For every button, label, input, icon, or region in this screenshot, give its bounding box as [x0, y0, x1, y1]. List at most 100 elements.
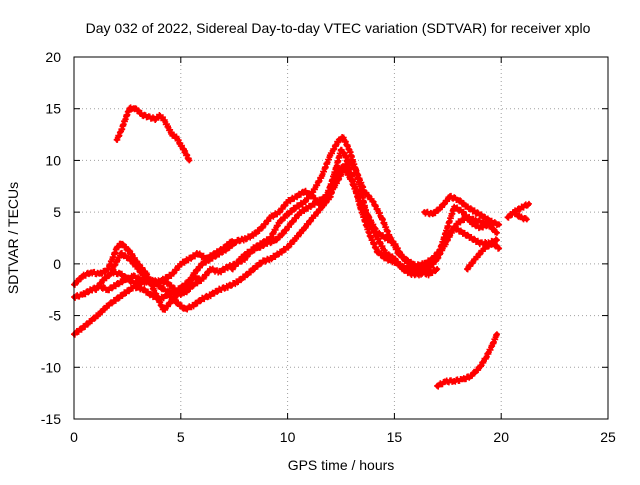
data-point	[276, 209, 282, 215]
data-point	[460, 230, 465, 235]
data-point	[182, 290, 188, 295]
data-point	[242, 236, 248, 242]
data-point	[434, 266, 440, 272]
data-point	[80, 274, 85, 279]
data-point	[101, 277, 107, 282]
data-point	[268, 256, 273, 261]
data-point	[127, 278, 132, 283]
data-point	[161, 116, 166, 122]
data-point	[118, 241, 124, 246]
data-point	[477, 225, 482, 230]
data-point	[413, 263, 418, 269]
data-point	[422, 261, 427, 267]
data-point	[439, 204, 444, 210]
data-point	[276, 251, 282, 256]
data-point	[464, 204, 470, 210]
data-point	[473, 209, 478, 215]
data-point	[123, 290, 128, 295]
data-point	[447, 194, 453, 199]
data-point	[93, 287, 98, 292]
data-point	[477, 365, 482, 370]
data-point	[490, 241, 495, 246]
x-tick-label: 10	[280, 429, 296, 445]
data-point	[110, 266, 115, 272]
data-point	[340, 135, 346, 140]
data-point	[285, 245, 290, 250]
data-point	[336, 137, 342, 142]
data-point	[289, 220, 295, 225]
data-point	[191, 282, 196, 287]
data-point	[195, 251, 201, 256]
x-tick-label: 20	[493, 429, 509, 445]
data-point	[127, 256, 132, 261]
data-point	[490, 342, 495, 347]
data-point	[165, 281, 171, 286]
data-point	[285, 212, 290, 217]
data-point	[496, 246, 502, 251]
data-point	[191, 272, 196, 277]
data-point	[264, 241, 269, 246]
data-point	[146, 114, 151, 120]
data-point	[170, 297, 175, 303]
data-point	[496, 222, 502, 227]
data-point	[302, 225, 307, 230]
data-point	[315, 199, 320, 204]
grid-lines	[74, 57, 608, 419]
data-point	[135, 266, 141, 272]
data-point	[370, 199, 376, 204]
data-point	[285, 199, 290, 204]
data-point	[417, 272, 423, 277]
data-point	[268, 215, 273, 220]
data-point	[88, 287, 94, 292]
data-point	[520, 204, 525, 210]
data-point	[161, 287, 166, 292]
data-point	[178, 142, 183, 148]
data-point	[392, 256, 397, 261]
data-point	[426, 266, 431, 272]
data-point	[182, 150, 188, 155]
data-point	[464, 266, 470, 272]
data-point	[208, 266, 213, 272]
data-point	[375, 235, 380, 241]
data-point	[259, 225, 265, 230]
data-point	[127, 106, 132, 111]
x-tick-label: 15	[387, 429, 403, 445]
data-point	[447, 230, 453, 235]
data-point	[334, 163, 339, 168]
data-point	[131, 105, 136, 110]
series-arc-7	[109, 238, 236, 289]
data-point	[323, 194, 329, 199]
data-point	[434, 256, 440, 261]
axis-ticks: 0 5 10 15 20 25 -15 -10 -5 0 5 10 15 20	[41, 49, 616, 445]
data-point	[259, 259, 265, 264]
series-arc-8	[229, 158, 500, 279]
data-point	[434, 383, 440, 389]
data-point	[153, 282, 158, 287]
data-point	[494, 230, 500, 235]
data-point	[302, 199, 307, 204]
data-point	[225, 284, 230, 289]
data-point	[118, 251, 124, 256]
data-point	[452, 204, 457, 210]
data-point	[306, 204, 312, 210]
y-tick-label: -10	[41, 359, 61, 375]
data-point	[347, 147, 352, 153]
data-point	[430, 212, 435, 217]
data-point	[161, 277, 166, 282]
data-point	[140, 286, 145, 291]
data-point	[234, 238, 239, 244]
data-point	[170, 132, 175, 137]
data-point	[200, 277, 205, 282]
series-arc-12	[511, 209, 530, 223]
data-point	[200, 296, 205, 302]
data-point	[452, 378, 457, 383]
data-point	[182, 307, 188, 312]
data-point	[178, 261, 183, 267]
data-point	[311, 189, 316, 194]
data-point	[383, 251, 389, 256]
data-point	[347, 158, 352, 163]
data-point	[153, 290, 158, 295]
data-point	[272, 238, 277, 244]
y-axis-title: SDTVAR / TECUs	[5, 182, 21, 294]
